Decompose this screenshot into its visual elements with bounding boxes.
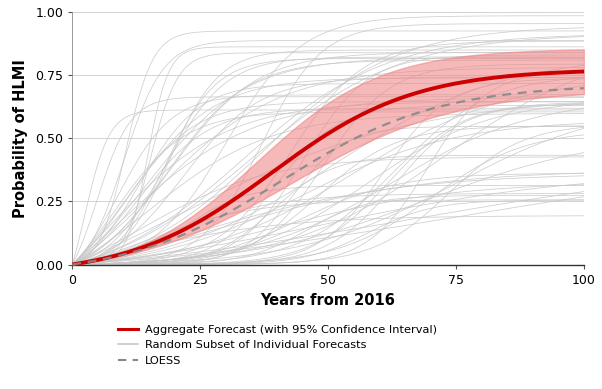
- Y-axis label: Probability of HLMI: Probability of HLMI: [13, 59, 28, 217]
- X-axis label: Years from 2016: Years from 2016: [261, 293, 396, 308]
- Legend: Aggregate Forecast (with 95% Confidence Interval), Random Subset of Individual F: Aggregate Forecast (with 95% Confidence …: [113, 320, 442, 371]
